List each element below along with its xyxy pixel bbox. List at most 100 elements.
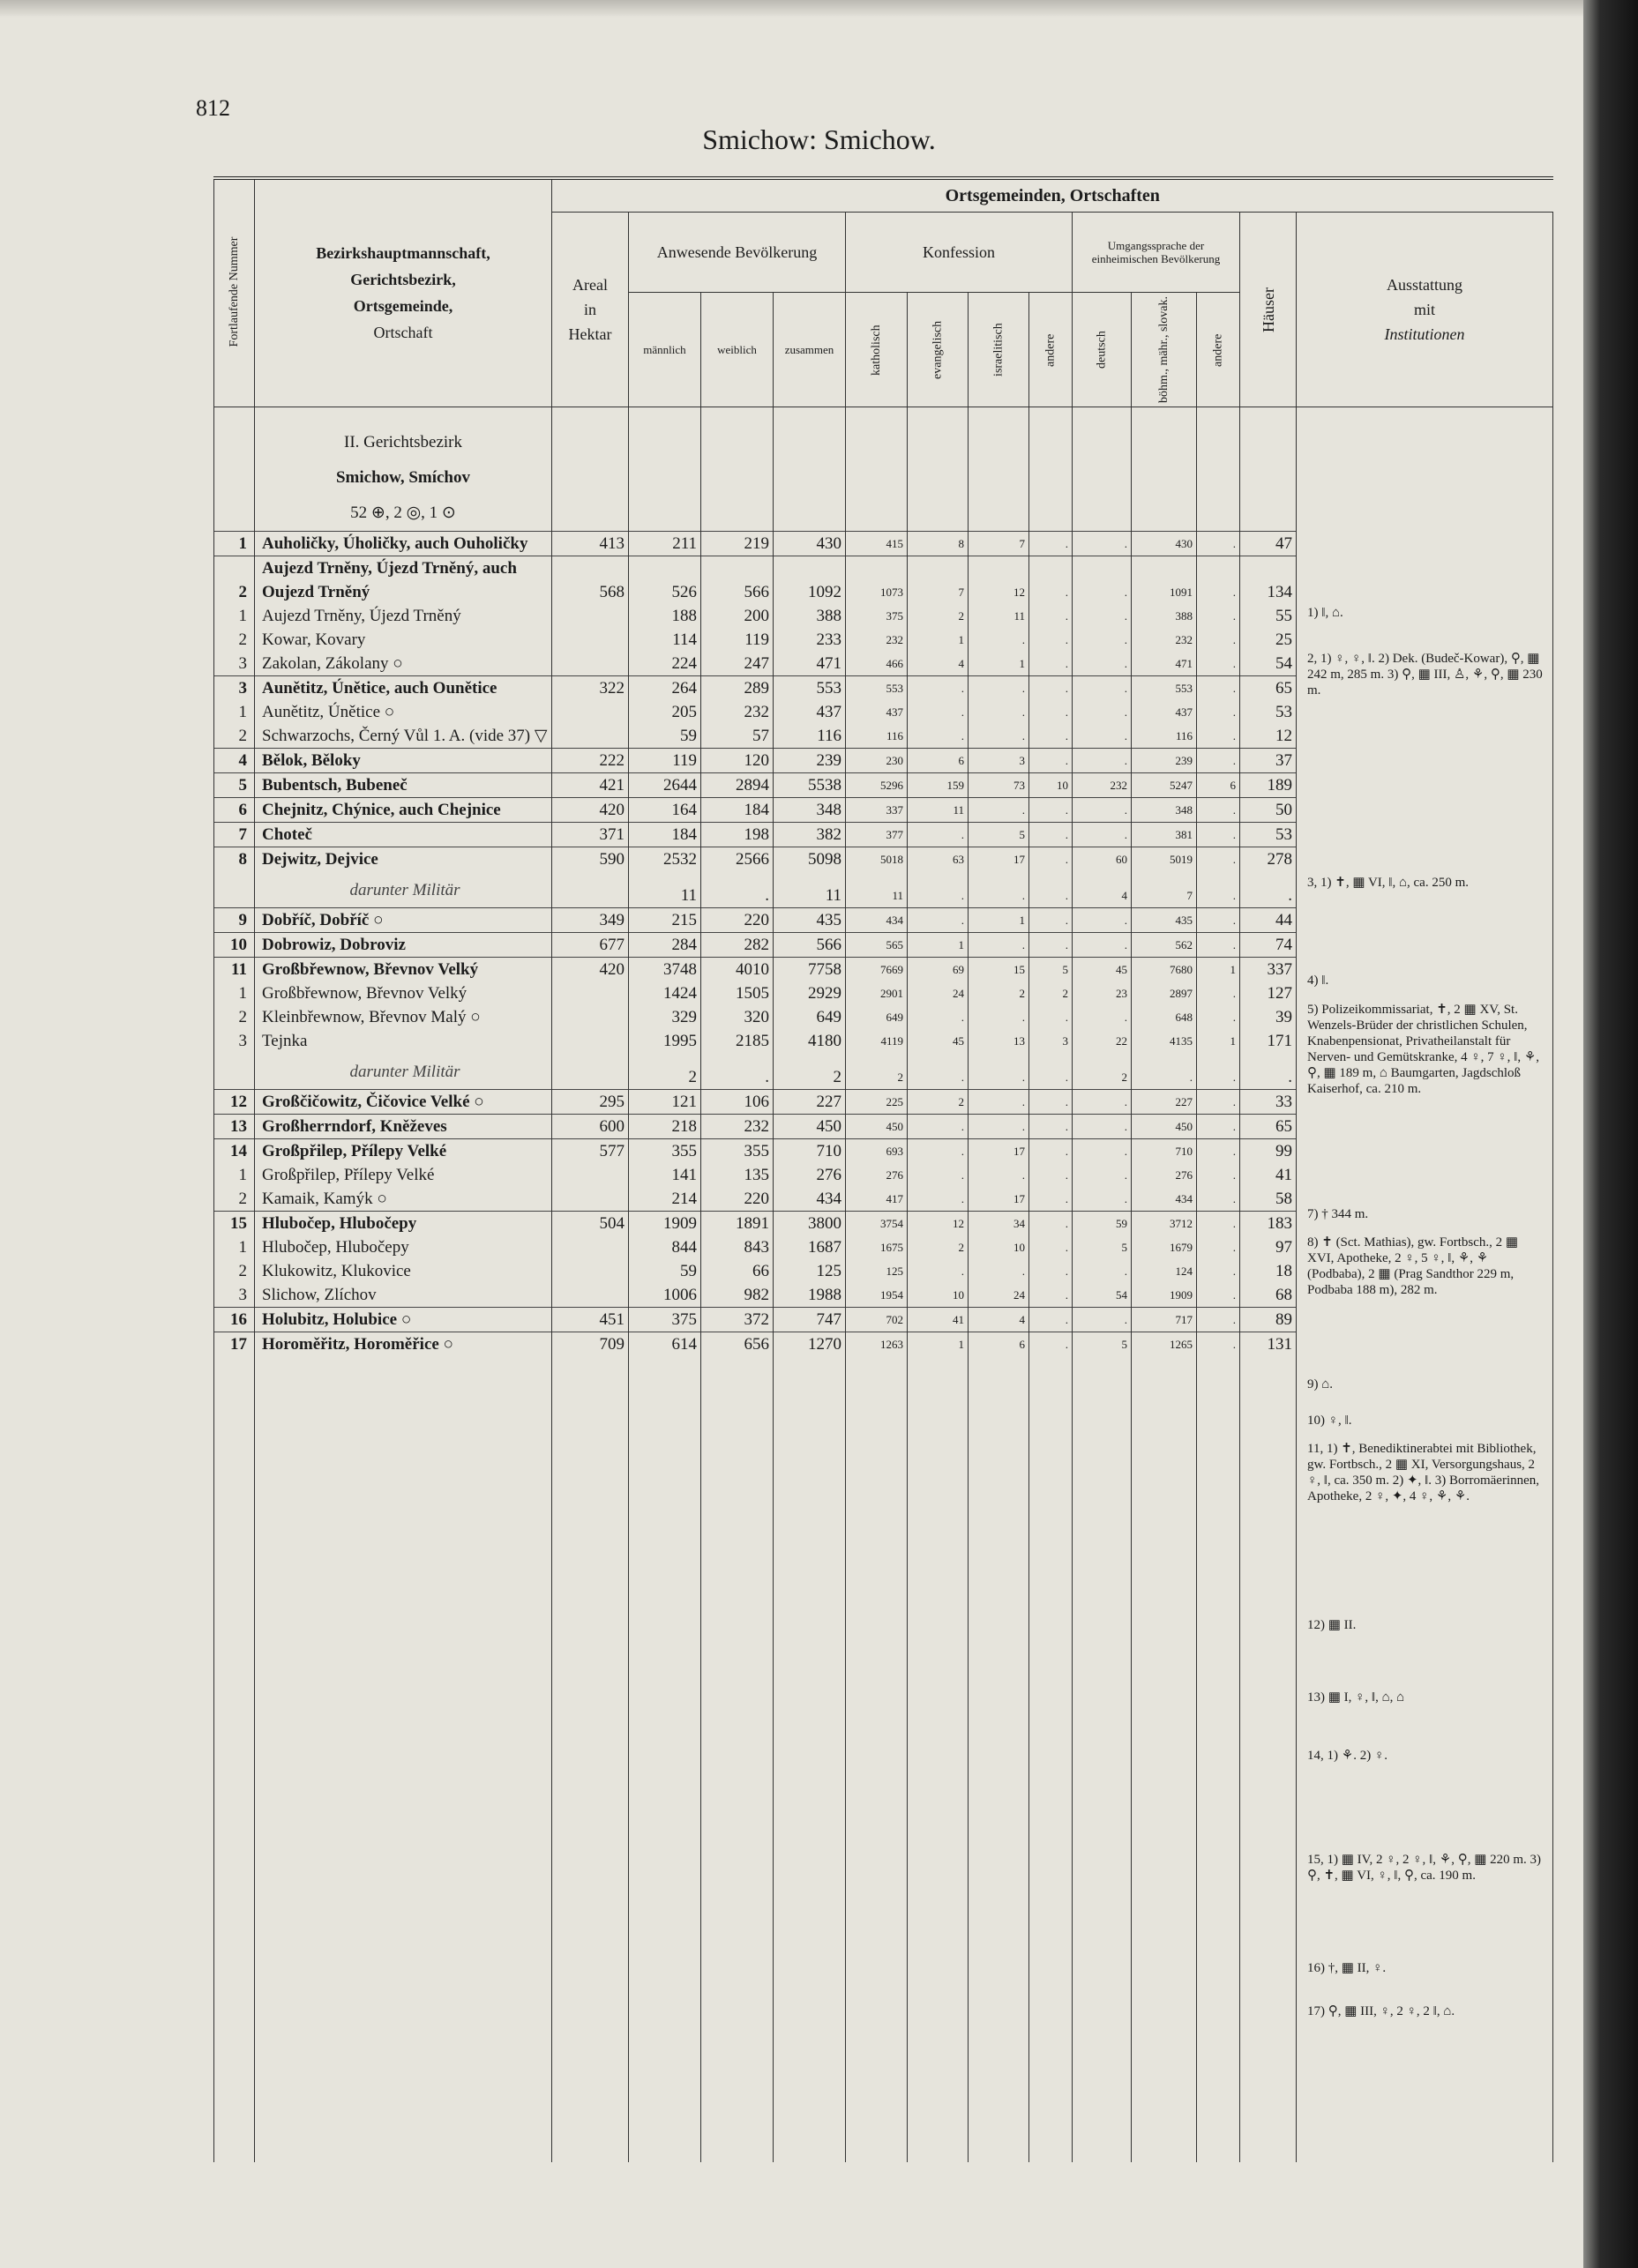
value-cell: . bbox=[968, 723, 1029, 749]
value-cell: 89 bbox=[1239, 1306, 1297, 1332]
value-cell: 205 bbox=[628, 699, 701, 724]
value-cell: . bbox=[968, 699, 1029, 724]
value-cell: 284 bbox=[628, 931, 701, 958]
value-cell: 10 bbox=[907, 1282, 969, 1308]
value-cell: 135 bbox=[700, 1162, 774, 1187]
value-cell: 1 bbox=[1196, 1028, 1240, 1053]
value-cell: 381 bbox=[1131, 821, 1197, 847]
place-name: darunter Militär bbox=[254, 870, 552, 908]
table-row: 1 Aunětitz, Únětice ○ 205 232 437 437.... 437.… bbox=[213, 699, 1553, 724]
place-name: Horoměřitz, Horoměřice ○ bbox=[254, 1331, 552, 1356]
value-cell: 435 bbox=[773, 906, 846, 933]
value-cell: . bbox=[1028, 1186, 1073, 1212]
table-row: 12 Großčičowitz, Čičovice Velké ○ 295 121 10… bbox=[213, 1088, 1553, 1115]
value-cell: . bbox=[907, 870, 969, 908]
table-row: 15 Hlubočep, Hlubočepy 504 1909 1891 3800 3754… bbox=[213, 1210, 1553, 1235]
value-cell: 233 bbox=[773, 627, 846, 652]
table-row: 1 Großpřilep, Přílepy Velké 141 135 276 276..… bbox=[213, 1162, 1553, 1187]
place-name: Großčičowitz, Čičovice Velké ○ bbox=[254, 1088, 552, 1115]
table-row: 13 Großherrndorf, Kněževes 600 218 232 450 450… bbox=[213, 1113, 1553, 1139]
value-cell: 120 bbox=[700, 747, 774, 773]
value-cell: 1092 bbox=[773, 555, 846, 604]
value-cell: 322 bbox=[551, 675, 629, 700]
value-cell: 12 bbox=[1239, 723, 1297, 749]
value-cell: 22 bbox=[1072, 1028, 1132, 1053]
value-cell: . bbox=[1239, 870, 1297, 908]
value-cell: 377 bbox=[845, 821, 908, 847]
value-cell: 211 bbox=[628, 530, 701, 556]
value-cell: 2 bbox=[907, 603, 969, 628]
header-amenities: Ausstattung mit Institutionen bbox=[1296, 212, 1553, 407]
value-cell: 60 bbox=[1072, 846, 1132, 871]
value-cell: 5 bbox=[1072, 1235, 1132, 1259]
row-number: 5 bbox=[213, 772, 255, 798]
value-cell: 693 bbox=[845, 1138, 908, 1163]
place-name: Dobrowiz, Dobroviz bbox=[254, 931, 552, 958]
value-cell: . bbox=[1028, 821, 1073, 847]
header-czech: böhm., mähr., slovak. bbox=[1131, 292, 1197, 407]
value-cell: 4 bbox=[968, 1306, 1029, 1332]
value-cell: 2894 bbox=[700, 772, 774, 798]
value-cell: 2 bbox=[773, 1052, 846, 1090]
row-number: 4 bbox=[213, 747, 255, 773]
value-cell: 372 bbox=[700, 1306, 774, 1332]
value-cell: 382 bbox=[773, 821, 846, 847]
value-cell: . bbox=[1072, 1138, 1132, 1163]
value-cell: . bbox=[1028, 699, 1073, 724]
value-cell bbox=[551, 1258, 629, 1283]
value-cell: 4 bbox=[907, 651, 969, 676]
row-number: 10 bbox=[213, 931, 255, 958]
row-number: 16 bbox=[213, 1306, 255, 1332]
filler-row bbox=[213, 1355, 1553, 2162]
value-cell: 232 bbox=[700, 1113, 774, 1139]
value-cell: 124 bbox=[1131, 1258, 1197, 1283]
value-cell: 5019 bbox=[1131, 846, 1197, 871]
value-cell: 2532 bbox=[628, 846, 701, 871]
value-cell: 4135 bbox=[1131, 1028, 1197, 1053]
value-cell: 5296 bbox=[845, 772, 908, 798]
value-cell: . bbox=[907, 675, 969, 700]
value-cell: 264 bbox=[628, 675, 701, 700]
value-cell: 295 bbox=[551, 1088, 629, 1115]
header-group: Ortsgemeinden, Ortschaften bbox=[551, 178, 1553, 213]
value-cell: . bbox=[1072, 1113, 1132, 1139]
value-cell bbox=[551, 699, 629, 724]
value-cell: 116 bbox=[1131, 723, 1197, 749]
value-cell: 225 bbox=[845, 1088, 908, 1115]
header-other-language: andere bbox=[1196, 292, 1240, 407]
value-cell bbox=[551, 603, 629, 628]
value-cell: 375 bbox=[628, 1306, 701, 1332]
value-cell: . bbox=[907, 1052, 969, 1090]
value-cell bbox=[551, 981, 629, 1005]
value-cell: 119 bbox=[628, 747, 701, 773]
value-cell: 97 bbox=[1239, 1235, 1297, 1259]
value-cell: 17 bbox=[968, 846, 1029, 871]
value-cell: 2 bbox=[968, 981, 1029, 1005]
value-cell: 1995 bbox=[628, 1028, 701, 1053]
value-cell: 1505 bbox=[700, 981, 774, 1005]
value-cell: 1270 bbox=[773, 1331, 846, 1356]
value-cell: 1265 bbox=[1131, 1331, 1197, 1356]
table-row: 4 Bělok, Běloky 222 119 120 239 230 6 3.. 239. 37 bbox=[213, 747, 1553, 773]
value-cell: 11 bbox=[845, 870, 908, 908]
value-cell: . bbox=[1028, 675, 1073, 700]
value-cell: 5247 bbox=[1131, 772, 1197, 798]
place-name: Aunětitz, Únětice ○ bbox=[254, 699, 552, 724]
value-cell: 134 bbox=[1239, 555, 1297, 604]
value-cell: . bbox=[968, 1088, 1029, 1115]
note: 14, 1) ⚘. 2) ♀. bbox=[1307, 1748, 1387, 1763]
value-cell: 7669 bbox=[845, 956, 908, 981]
value-cell: 3 bbox=[968, 747, 1029, 773]
value-cell: . bbox=[1072, 1004, 1132, 1029]
value-cell: 224 bbox=[628, 651, 701, 676]
value-cell: 677 bbox=[551, 931, 629, 958]
value-cell: 121 bbox=[628, 1088, 701, 1115]
place-name: Dobříč, Dobříč ○ bbox=[254, 906, 552, 933]
row-number: 11 bbox=[213, 956, 255, 981]
value-cell: 656 bbox=[700, 1331, 774, 1356]
value-cell: 553 bbox=[1131, 675, 1197, 700]
value-cell: 717 bbox=[1131, 1306, 1197, 1332]
value-cell: 526 bbox=[628, 555, 701, 604]
value-cell: . bbox=[1072, 931, 1132, 958]
note: 7) † 344 m. bbox=[1307, 1206, 1369, 1221]
